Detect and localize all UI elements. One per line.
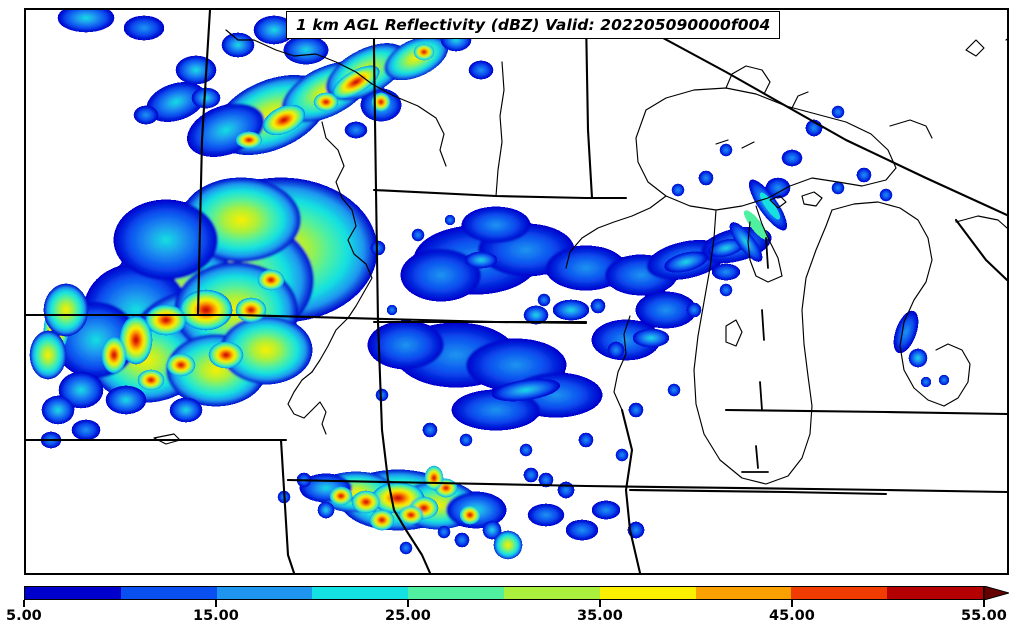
map-panel (24, 8, 1009, 575)
colorbar-band (216, 587, 313, 599)
colorbar-tick-label: 55.00 (961, 608, 1007, 624)
colorbar-tick-labels: 5.00 15.00 25.00 35.00 45.00 55.00 (0, 608, 1033, 630)
map-title-box: 1 km AGL Reflectivity (dBZ) Valid: 20220… (286, 11, 781, 39)
colorbar-band (695, 587, 792, 599)
colorbar-tick-label: 45.00 (769, 608, 815, 624)
colorbar-tick (791, 600, 793, 607)
colorbar-band (599, 587, 696, 599)
colorbar-bands (24, 586, 984, 600)
colorbar-band (408, 587, 504, 599)
colorbar-tick (23, 600, 25, 607)
colorbar-band (503, 587, 600, 599)
colorbar-tick-label: 15.00 (193, 608, 239, 624)
colorbar-tick-label: 25.00 (385, 608, 431, 624)
colorbar-extend-arrow (984, 586, 1009, 600)
colorbar-band (120, 587, 217, 599)
lakes-and-rivers (153, 29, 1007, 485)
colorbar-ticks (23, 600, 1009, 608)
colorbar-band (887, 587, 983, 599)
colorbar-strip (24, 586, 1009, 600)
colorbar: 5.00 15.00 25.00 35.00 45.00 55.00 (0, 578, 1033, 633)
state-borders (26, 10, 1007, 573)
colorbar-band (25, 587, 121, 599)
colorbar-tick-label: 35.00 (577, 608, 623, 624)
radar-map (26, 10, 1007, 573)
colorbar-tick (599, 600, 601, 607)
geography-layer (26, 10, 1007, 573)
colorbar-tick-label: 5.00 (6, 608, 42, 624)
colorbar-tick (215, 600, 217, 607)
colorbar-band (312, 587, 409, 599)
colorbar-band (791, 587, 888, 599)
colorbar-tick (983, 600, 985, 607)
map-title-text: 1 km AGL Reflectivity (dBZ) Valid: 20220… (296, 16, 771, 34)
colorbar-tick (407, 600, 409, 607)
